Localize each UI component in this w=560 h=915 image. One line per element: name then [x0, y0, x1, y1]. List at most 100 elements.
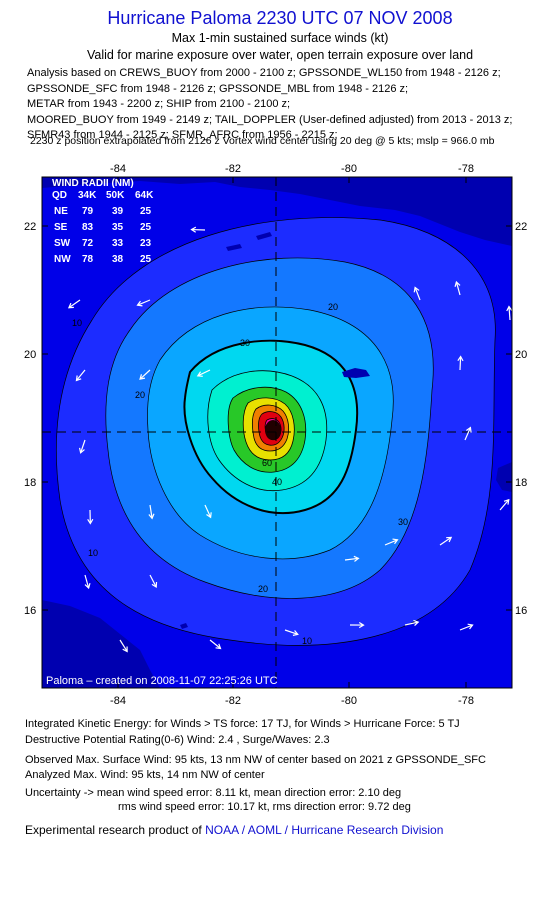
wind-vector — [344, 557, 359, 561]
wind-vector-head — [75, 375, 82, 382]
wind-vector-head — [506, 305, 512, 312]
lon-tick-label: -78 — [458, 695, 474, 707]
wind-radii-cell: 23 — [140, 238, 152, 249]
wind-radii-cell: 79 — [82, 206, 94, 217]
wind-vector-head — [392, 538, 399, 545]
wind-vector — [464, 427, 471, 441]
wind-vector-head — [413, 619, 420, 626]
wind-radii-cell: 78 — [82, 254, 94, 265]
wind-vector-head — [292, 630, 299, 636]
cayman-islands — [226, 232, 272, 251]
wind-vector-head — [467, 623, 474, 630]
wind-vector — [137, 299, 151, 306]
lon-tick-label: -80 — [341, 695, 357, 707]
contour-label: 10 — [88, 548, 98, 558]
wind-vector — [139, 369, 151, 380]
wind-vector — [149, 504, 153, 519]
wind-radii-header: QD — [52, 190, 67, 201]
wind-vector-head — [206, 512, 212, 519]
honduras-islands — [180, 623, 188, 629]
wind-radii-title: WIND RADII (NM) — [52, 178, 134, 189]
contour-label: 10 — [72, 318, 82, 328]
lat-tick-label: 18 — [24, 477, 36, 489]
footer-prefix: Experimental research product of — [25, 823, 206, 837]
page-title: Hurricane Paloma 2230 UTC 07 NOV 2008 — [107, 8, 453, 28]
lon-tick-label: -80 — [341, 163, 357, 175]
wind-vector — [455, 281, 461, 296]
map-credit: Paloma – created on 2008-11-07 22:25:26 … — [46, 675, 278, 687]
wind-radii-cell: 25 — [140, 206, 152, 217]
wind-vector — [204, 504, 212, 518]
lon-labels-top: -84 -82 -80 -78 — [110, 163, 474, 175]
wind-vector — [459, 624, 473, 631]
analysis-sources: Analysis based on CREWS_BUOY from 2000 -… — [27, 66, 512, 144]
wind-vector — [508, 306, 511, 321]
lat-tick-label: 16 — [24, 605, 36, 617]
observed-max-line: Observed Max. Surface Wind: 95 kts, 13 n… — [25, 754, 486, 766]
wind-radii-cell: 38 — [112, 254, 124, 265]
wind-vector — [284, 629, 299, 635]
wind-vector — [439, 536, 452, 546]
lon-tick-label: -82 — [225, 695, 241, 707]
wind-radii-cell: NE — [54, 206, 68, 217]
wind-radii-cell: SE — [54, 222, 68, 233]
subtitle: Max 1-min sustained surface winds (kt) — [171, 31, 389, 45]
wind-vector — [414, 287, 421, 301]
lat-tick-label: 16 — [515, 605, 527, 617]
uncertainty-line-2: rms wind speed error: 10.17 kt, rms dire… — [118, 801, 411, 813]
contour-label: 20 — [258, 584, 268, 594]
wind-vector-head — [84, 583, 91, 590]
analysis-line: MOORED_BUOY from 1949 - 2149 z; TAIL_DOP… — [27, 113, 513, 126]
wind-vector-head — [196, 371, 203, 377]
lat-tick-label: 18 — [515, 477, 527, 489]
contour-label: 40 — [272, 477, 282, 487]
wind-radii-header: 34K — [78, 190, 97, 201]
wind-vector-head — [190, 226, 197, 233]
wind-vector-head — [353, 555, 360, 562]
wind-vector — [68, 299, 81, 309]
wind-radii-header: 64K — [135, 190, 154, 201]
analysis-line: METAR from 1943 - 2200 z; SHIP from 2100… — [27, 98, 291, 111]
wind-radii-cell: 25 — [140, 254, 152, 265]
wind-vector-head — [215, 643, 222, 650]
wind-vector-head — [503, 498, 510, 505]
lon-tick-label: -84 — [110, 163, 126, 175]
wind-vectors — [67, 226, 516, 653]
wind-radii-cell: 25 — [140, 222, 152, 233]
wind-vector-head — [87, 518, 94, 525]
wind-field: 10 20 30 40 60 20 10 20 30 10 — [42, 177, 516, 688]
wind-vector-head — [122, 646, 128, 653]
contour-label: 10 — [302, 636, 312, 646]
lat-tick-label: 20 — [515, 349, 527, 361]
wind-vector — [80, 439, 86, 453]
ike-line: Integrated Kinetic Energy: for Winds > T… — [25, 718, 460, 730]
wind-radii-cell: 33 — [112, 238, 124, 249]
dpr-line: Destructive Potential Rating(0-6) Wind: … — [25, 734, 330, 746]
lon-tick-label: -82 — [225, 163, 241, 175]
uncertainty-line-1: Uncertainty -> mean wind speed error: 8.… — [25, 787, 402, 799]
cuba-landmass — [42, 177, 512, 246]
wind-vector-head — [446, 536, 453, 543]
analysis-line: SFMR43 from 1944 - 2125 z; SFMR_AFRC fro… — [27, 129, 338, 142]
wind-vector — [149, 574, 157, 588]
wind-vector — [515, 336, 516, 350]
wind-vector-head — [148, 513, 155, 520]
wind-vector-head — [78, 447, 85, 454]
wind-radii-cell: NW — [54, 254, 71, 265]
wind-vector — [459, 356, 462, 371]
lon-tick-label: -84 — [110, 695, 126, 707]
lon-tick-label: -78 — [458, 163, 474, 175]
contour-label: 30 — [240, 338, 250, 348]
eye-center — [265, 420, 281, 440]
wind-vector — [404, 621, 419, 626]
wind-vector-head — [457, 355, 464, 362]
wind-radii-cell: 35 — [112, 222, 124, 233]
analyzed-max-line: Analyzed Max. Wind: 95 kts, 14 nm NW of … — [25, 769, 265, 781]
validity-note: Valid for marine exposure over water, op… — [86, 48, 474, 62]
wind-vector-head — [454, 280, 461, 287]
wind-vector-head — [67, 302, 74, 309]
wind-vector-head — [413, 286, 420, 293]
axis-ticks — [42, 177, 512, 688]
wind-vector — [75, 369, 86, 381]
hrd-link[interactable]: NOAA / AOML / Hurricane Research Divisio… — [205, 823, 444, 837]
